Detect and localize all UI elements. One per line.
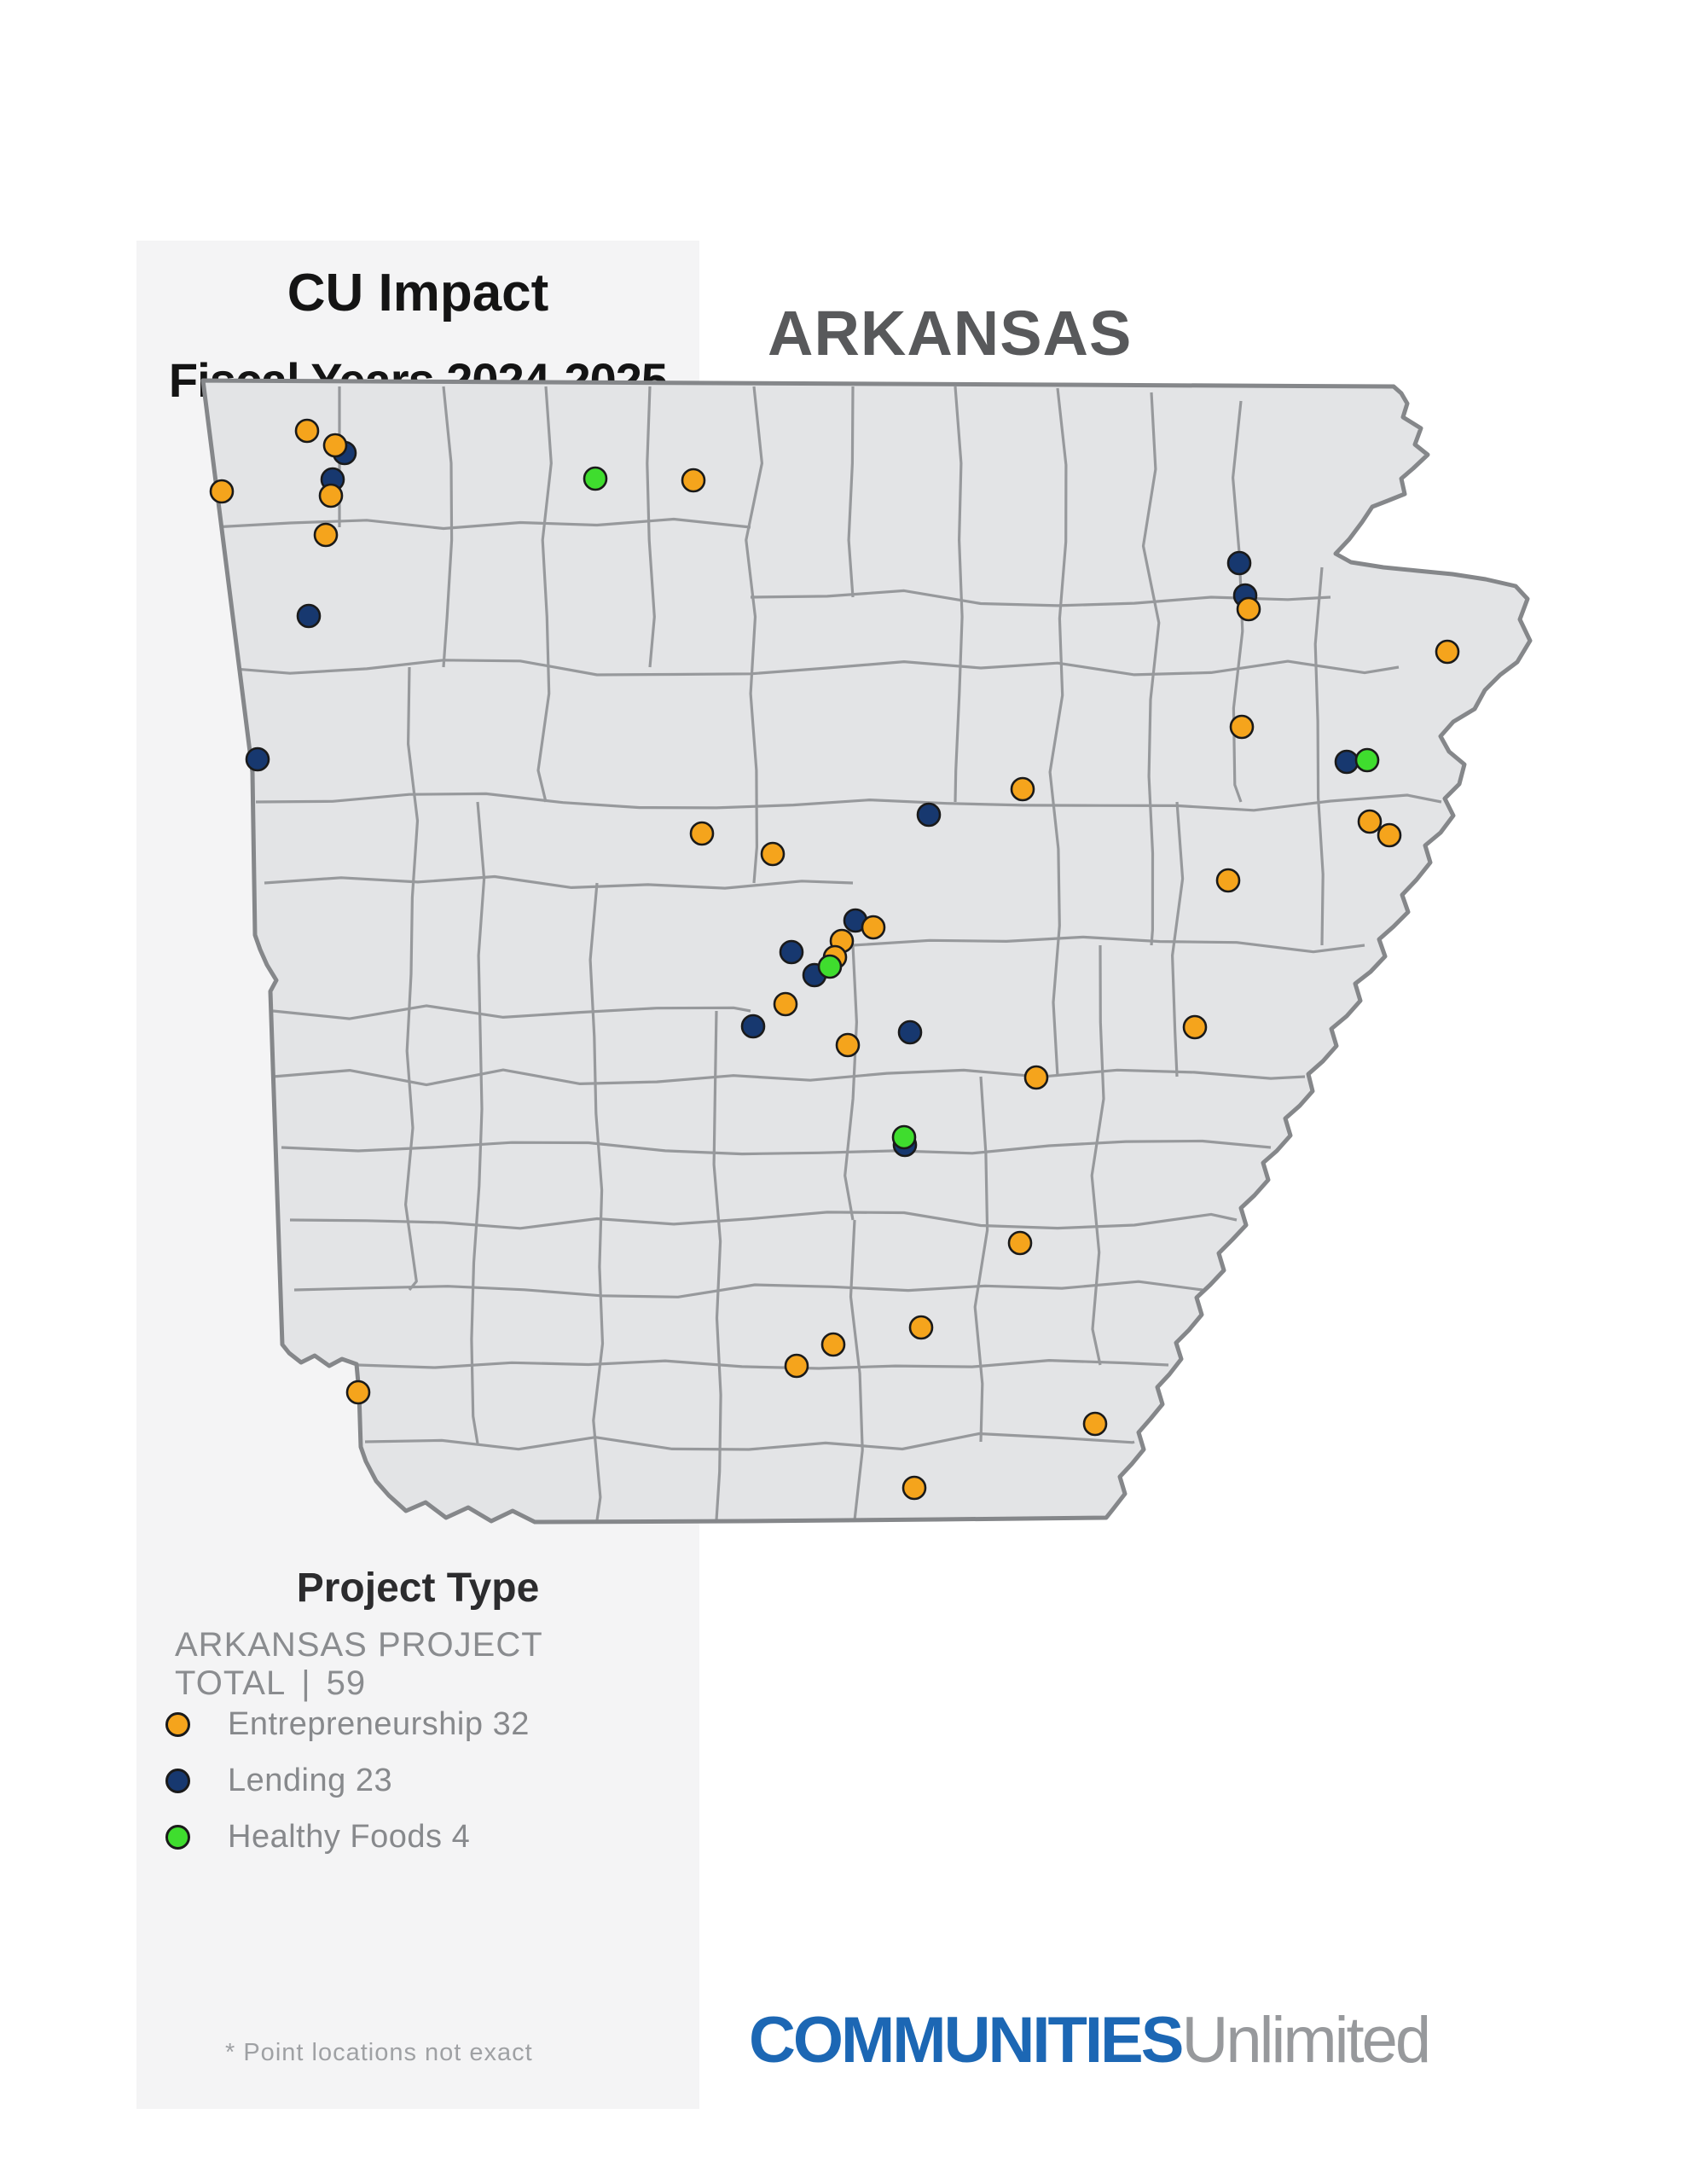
- project-marker-entrepreneurship: [209, 479, 235, 504]
- state-heading: ARKANSAS: [768, 298, 1133, 369]
- project-marker-entrepreneurship: [773, 991, 798, 1017]
- legend-item-label: Healthy Foods 4: [228, 1818, 471, 1855]
- project-marker-entrepreneurship: [1010, 776, 1035, 802]
- project-marker-entrepreneurship: [820, 1332, 846, 1357]
- project-marker-entrepreneurship: [784, 1353, 809, 1379]
- project-marker-entrepreneurship: [861, 915, 886, 940]
- project-marker-lending: [1334, 749, 1359, 775]
- legend-total-label: ARKANSAS PROJECT TOTAL: [175, 1626, 542, 1702]
- healthy-foods-marker-icon: [165, 1824, 190, 1850]
- project-marker-entrepreneurship: [1236, 596, 1261, 622]
- project-marker-lending: [740, 1014, 766, 1039]
- legend-item-healthy-foods: Healthy Foods 4: [165, 1809, 530, 1865]
- lending-marker-icon: [165, 1768, 190, 1793]
- logo-unlimited-text: Unlimited: [1181, 2004, 1431, 2077]
- project-marker-healthy_foods: [1354, 747, 1380, 773]
- project-marker-entrepreneurship: [1357, 809, 1383, 834]
- project-marker-lending: [897, 1019, 923, 1045]
- project-marker-entrepreneurship: [908, 1315, 934, 1340]
- project-marker-healthy_foods: [891, 1124, 917, 1150]
- project-marker-lending: [296, 603, 322, 629]
- project-marker-entrepreneurship: [1435, 639, 1460, 665]
- project-marker-lending: [916, 802, 942, 828]
- legend-item-label: Lending 23: [228, 1762, 393, 1798]
- project-marker-lending: [245, 746, 270, 772]
- project-marker-entrepreneurship: [294, 418, 320, 444]
- project-marker-lending: [779, 939, 804, 965]
- project-marker-healthy_foods: [583, 466, 608, 491]
- project-marker-entrepreneurship: [1023, 1065, 1049, 1090]
- entrepreneurship-markers: [209, 418, 1460, 1501]
- healthy_foods-markers: [583, 466, 1380, 1150]
- project-marker-entrepreneurship: [313, 522, 339, 548]
- legend-total-value: 59: [326, 1664, 367, 1702]
- project-marker-entrepreneurship: [318, 483, 344, 508]
- legend-item-entrepreneurship: Entrepreneurship 32: [165, 1696, 530, 1752]
- legend-total-line: ARKANSAS PROJECT TOTAL | 59: [175, 1626, 704, 1703]
- logo-communities-text: COMMUNITIES: [749, 2004, 1184, 2077]
- project-marker-entrepreneurship: [760, 841, 786, 867]
- project-marker-entrepreneurship: [1215, 868, 1241, 893]
- project-marker-entrepreneurship: [681, 468, 706, 493]
- legend-total-separator: |: [301, 1664, 311, 1702]
- legend-item-lending: Lending 23: [165, 1752, 530, 1809]
- project-marker-entrepreneurship: [835, 1032, 861, 1058]
- project-marker-entrepreneurship: [1082, 1411, 1108, 1437]
- entrepreneurship-marker-icon: [165, 1711, 190, 1737]
- project-marker-entrepreneurship: [901, 1475, 927, 1501]
- footnote: * Point locations not exact: [225, 2039, 533, 2066]
- project-marker-entrepreneurship: [1229, 714, 1255, 740]
- project-marker-entrepreneurship: [1182, 1014, 1208, 1040]
- legend-heading: Project Type: [296, 1565, 540, 1611]
- communities-unlimited-logo: COMMUNITIESUnlimited: [749, 2003, 1431, 2077]
- legend: Entrepreneurship 32 Lending 23 Healthy F…: [165, 1696, 530, 1865]
- project-marker-entrepreneurship: [1007, 1230, 1033, 1256]
- project-marker-lending: [1226, 550, 1252, 576]
- page-title-line1: CU Impact: [287, 264, 549, 322]
- project-marker-entrepreneurship: [322, 433, 348, 458]
- project-marker-healthy_foods: [817, 954, 843, 979]
- project-marker-entrepreneurship: [689, 821, 715, 846]
- legend-item-label: Entrepreneurship 32: [228, 1705, 530, 1742]
- project-marker-entrepreneurship: [1377, 822, 1402, 848]
- project-marker-entrepreneurship: [345, 1380, 371, 1405]
